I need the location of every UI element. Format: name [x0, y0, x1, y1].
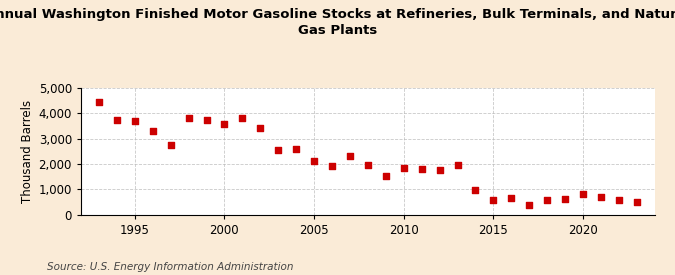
Point — [308, 159, 319, 164]
Point — [524, 203, 535, 207]
Point — [398, 166, 409, 171]
Point — [201, 117, 212, 122]
Point — [130, 119, 140, 123]
Point — [219, 122, 230, 127]
Point — [237, 116, 248, 120]
Point — [631, 200, 642, 204]
Point — [165, 143, 176, 147]
Point — [560, 197, 570, 201]
Point — [183, 116, 194, 120]
Text: Source: U.S. Energy Information Administration: Source: U.S. Energy Information Administ… — [47, 262, 294, 272]
Point — [273, 148, 284, 152]
Y-axis label: Thousand Barrels: Thousand Barrels — [22, 100, 34, 203]
Point — [362, 163, 373, 167]
Point — [94, 100, 105, 104]
Point — [488, 197, 499, 202]
Point — [595, 195, 606, 199]
Point — [111, 117, 122, 122]
Point — [470, 188, 481, 192]
Point — [147, 129, 158, 133]
Point — [291, 147, 302, 152]
Point — [416, 167, 427, 171]
Point — [434, 168, 445, 172]
Point — [542, 197, 553, 202]
Point — [506, 196, 517, 200]
Point — [327, 164, 338, 169]
Text: Annual Washington Finished Motor Gasoline Stocks at Refineries, Bulk Terminals, : Annual Washington Finished Motor Gasolin… — [0, 8, 675, 37]
Point — [452, 163, 463, 168]
Point — [344, 153, 355, 158]
Point — [255, 125, 266, 130]
Point — [614, 198, 624, 202]
Point — [381, 173, 392, 178]
Point — [578, 192, 589, 196]
